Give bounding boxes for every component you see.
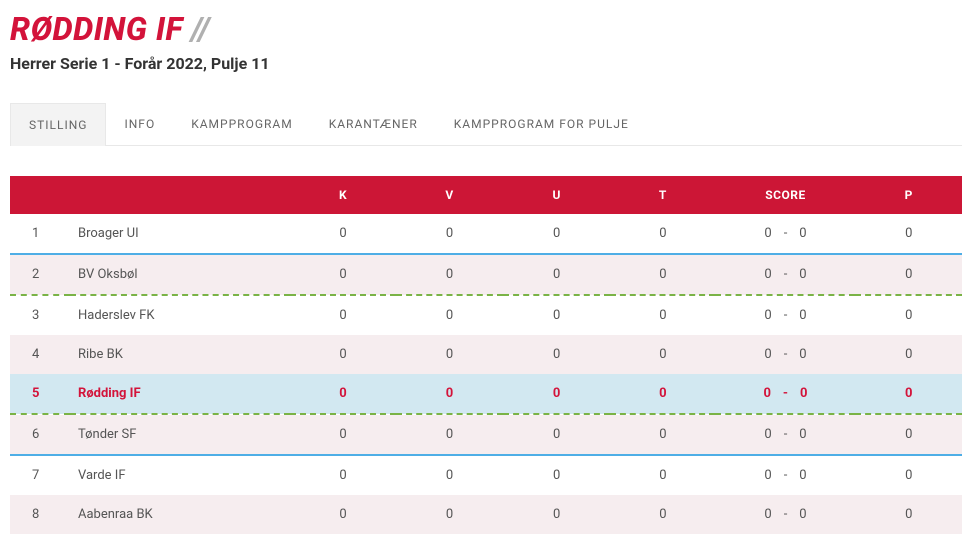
cell-score: 0-0 [715, 415, 855, 455]
col-t: T [610, 176, 715, 214]
cell-t: 0 [610, 214, 715, 254]
cell-score: 0-0 [715, 456, 855, 495]
cell-team: Haderslev FK [70, 296, 290, 335]
table-row: 4Ribe BK00000-00 [10, 335, 962, 374]
cell-pos: 4 [10, 335, 70, 374]
cell-u: 0 [503, 456, 610, 495]
cell-t: 0 [610, 255, 715, 295]
cell-v: 0 [396, 335, 503, 374]
cell-p: 0 [855, 495, 962, 534]
cell-u: 0 [503, 214, 610, 254]
tabs: STILLINGINFOKAMPPROGRAMKARANTÆNERKAMPPRO… [10, 103, 962, 146]
table-row: 5Rødding IF00000-00 [10, 374, 962, 414]
cell-p: 0 [855, 296, 962, 335]
cell-pos: 3 [10, 296, 70, 335]
tab-kampprogram-for-pulje[interactable]: KAMPPROGRAM FOR PULJE [436, 103, 647, 145]
cell-k: 0 [290, 214, 396, 254]
cell-t: 0 [610, 456, 715, 495]
standings-table: K V U T SCORE P 1Broager UI00000-002BV O… [10, 176, 962, 534]
cell-pos: 1 [10, 214, 70, 254]
cell-u: 0 [503, 415, 610, 455]
cell-v: 0 [396, 374, 503, 414]
cell-v: 0 [396, 415, 503, 455]
title-slash-icon: // [191, 10, 210, 48]
cell-p: 0 [855, 415, 962, 455]
cell-u: 0 [503, 296, 610, 335]
cell-team: Ribe BK [70, 335, 290, 374]
cell-pos: 6 [10, 415, 70, 455]
table-row: 3Haderslev FK00000-00 [10, 296, 962, 335]
page-subtitle: Herrer Serie 1 - Forår 2022, Pulje 11 [10, 54, 962, 73]
tab-stilling[interactable]: STILLING [10, 103, 106, 146]
cell-pos: 7 [10, 456, 70, 495]
cell-p: 0 [855, 456, 962, 495]
cell-pos: 8 [10, 495, 70, 534]
title-wrap: RØDDING IF // [10, 10, 962, 48]
tab-karantæner[interactable]: KARANTÆNER [311, 103, 436, 145]
cell-t: 0 [610, 415, 715, 455]
table-header-row: K V U T SCORE P [10, 176, 962, 214]
col-u: U [503, 176, 610, 214]
cell-t: 0 [610, 296, 715, 335]
cell-p: 0 [855, 335, 962, 374]
table-row: 8Aabenraa BK00000-00 [10, 495, 962, 534]
col-k: K [290, 176, 396, 214]
cell-score: 0-0 [715, 335, 855, 374]
col-p: P [855, 176, 962, 214]
cell-pos: 5 [10, 374, 70, 414]
col-team [70, 176, 290, 214]
table-row: 1Broager UI00000-00 [10, 214, 962, 254]
cell-team: Tønder SF [70, 415, 290, 455]
table-row: 6Tønder SF00000-00 [10, 415, 962, 455]
cell-u: 0 [503, 335, 610, 374]
cell-t: 0 [610, 374, 715, 414]
cell-score: 0-0 [715, 296, 855, 335]
cell-k: 0 [290, 296, 396, 335]
cell-u: 0 [503, 374, 610, 414]
cell-u: 0 [503, 495, 610, 534]
cell-u: 0 [503, 255, 610, 295]
col-score: SCORE [715, 176, 855, 214]
cell-team: BV Oksbøl [70, 255, 290, 295]
cell-k: 0 [290, 374, 396, 414]
cell-t: 0 [610, 495, 715, 534]
cell-k: 0 [290, 415, 396, 455]
col-v: V [396, 176, 503, 214]
cell-k: 0 [290, 495, 396, 534]
col-pos [10, 176, 70, 214]
cell-t: 0 [610, 335, 715, 374]
cell-score: 0-0 [715, 495, 855, 534]
cell-v: 0 [396, 296, 503, 335]
cell-team: Broager UI [70, 214, 290, 254]
page-title: RØDDING IF [10, 10, 183, 48]
table-row: 7Varde IF00000-00 [10, 456, 962, 495]
cell-score: 0-0 [715, 214, 855, 254]
cell-p: 0 [855, 374, 962, 414]
cell-v: 0 [396, 495, 503, 534]
cell-v: 0 [396, 255, 503, 295]
cell-score: 0-0 [715, 255, 855, 295]
cell-v: 0 [396, 214, 503, 254]
tab-kampprogram[interactable]: KAMPPROGRAM [173, 103, 311, 145]
cell-score: 0-0 [715, 374, 855, 414]
cell-k: 0 [290, 335, 396, 374]
table-row: 2BV Oksbøl00000-00 [10, 255, 962, 295]
cell-p: 0 [855, 255, 962, 295]
cell-pos: 2 [10, 255, 70, 295]
cell-team: Varde IF [70, 456, 290, 495]
cell-team: Aabenraa BK [70, 495, 290, 534]
tab-info[interactable]: INFO [106, 103, 173, 145]
table-body: 1Broager UI00000-002BV Oksbøl00000-003Ha… [10, 214, 962, 534]
cell-v: 0 [396, 456, 503, 495]
cell-p: 0 [855, 214, 962, 254]
cell-team: Rødding IF [70, 374, 290, 414]
cell-k: 0 [290, 456, 396, 495]
cell-k: 0 [290, 255, 396, 295]
